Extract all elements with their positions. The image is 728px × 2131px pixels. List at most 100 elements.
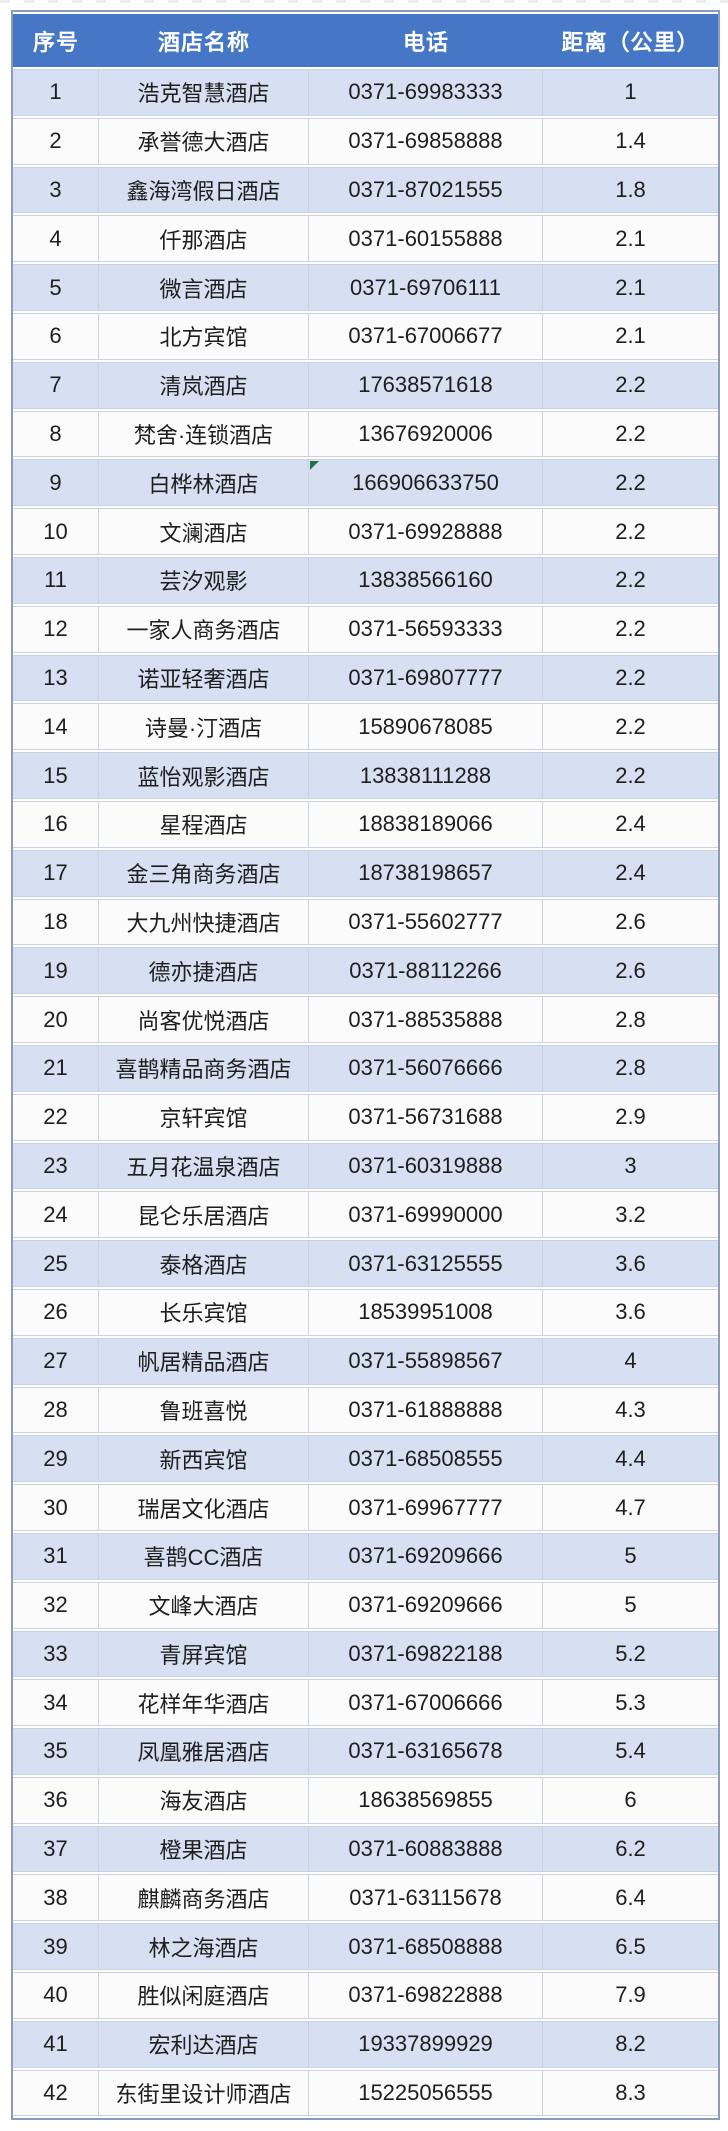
row-index-cell[interactable]: 25 [13,1240,99,1287]
hotel-name-cell[interactable]: 仟那酒店 [99,215,309,263]
distance-cell[interactable]: 6 [543,1776,718,1824]
hotel-name-cell[interactable]: 麒麟商务酒店 [99,1874,309,1922]
phone-cell[interactable]: 0371-88112266 [309,947,543,995]
phone-cell[interactable]: 0371-56076666 [309,1044,543,1092]
phone-cell[interactable]: 0371-69209666 [309,1532,543,1580]
phone-cell[interactable]: 15890678085 [309,703,543,751]
phone-cell[interactable]: 0371-55898567 [309,1337,543,1385]
distance-cell[interactable]: 2.1 [543,312,718,360]
phone-cell[interactable]: 0371-68508555 [309,1435,543,1483]
distance-cell[interactable]: 5.4 [543,1728,718,1775]
distance-cell[interactable]: 3 [543,1142,718,1190]
hotel-name-cell[interactable]: 橙果酒店 [99,1825,309,1873]
phone-cell[interactable]: 0371-63125555 [309,1240,543,1287]
hotel-name-cell[interactable]: 东街里设计师酒店 [99,2069,309,2117]
hotel-name-cell[interactable]: 文峰大酒店 [99,1581,309,1629]
row-index-cell[interactable]: 14 [13,703,99,751]
distance-cell[interactable]: 2.2 [543,703,718,751]
phone-cell[interactable]: 18539951008 [309,1288,543,1336]
row-index-cell[interactable]: 42 [13,2069,99,2117]
distance-cell[interactable]: 2.2 [543,556,718,604]
hotel-name-cell[interactable]: 浩克智慧酒店 [99,69,309,116]
hotel-name-cell[interactable]: 泰格酒店 [99,1240,309,1287]
distance-cell[interactable]: 6.5 [543,1923,718,1971]
phone-cell[interactable]: 0371-63165678 [309,1728,543,1775]
distance-cell[interactable]: 2.2 [543,605,718,653]
hotel-name-cell[interactable]: 金三角商务酒店 [99,849,309,897]
hotel-name-cell[interactable]: 帆居精品酒店 [99,1337,309,1385]
phone-cell[interactable]: 0371-61888888 [309,1386,543,1434]
phone-cell[interactable]: 13838111288 [309,752,543,799]
hotel-name-cell[interactable]: 花样年华酒店 [99,1679,309,1727]
phone-cell[interactable]: 0371-63115678 [309,1874,543,1922]
row-index-cell[interactable]: 16 [13,800,99,848]
distance-cell[interactable]: 2.6 [543,947,718,995]
hotel-name-cell[interactable]: 尚客优悦酒店 [99,996,309,1043]
row-index-cell[interactable]: 24 [13,1191,99,1239]
hotel-name-cell[interactable]: 瑞居文化酒店 [99,1484,309,1531]
phone-cell[interactable]: 0371-68508888 [309,1923,543,1971]
hotel-name-cell[interactable]: 喜鹊精品商务酒店 [99,1044,309,1092]
row-index-cell[interactable]: 32 [13,1581,99,1629]
row-index-cell[interactable]: 10 [13,508,99,555]
hotel-name-cell[interactable]: 林之海酒店 [99,1923,309,1971]
row-index-cell[interactable]: 9 [13,459,99,507]
phone-cell[interactable]: 0371-56593333 [309,605,543,653]
distance-cell[interactable]: 3.6 [543,1240,718,1287]
distance-cell[interactable]: 2.8 [543,996,718,1043]
distance-cell[interactable]: 2.2 [543,459,718,507]
phone-cell[interactable]: 15225056555 [309,2069,543,2117]
row-index-cell[interactable]: 28 [13,1386,99,1434]
row-index-cell[interactable]: 26 [13,1288,99,1336]
hotel-name-cell[interactable]: 一家人商务酒店 [99,605,309,653]
col-header-index[interactable]: 序号 [13,14,99,67]
row-index-cell[interactable]: 34 [13,1679,99,1727]
phone-cell[interactable]: 18738198657 [309,849,543,897]
hotel-name-cell[interactable]: 喜鹊CC酒店 [99,1532,309,1580]
distance-cell[interactable]: 3.2 [543,1191,718,1239]
hotel-name-cell[interactable]: 新西宾馆 [99,1435,309,1483]
row-index-cell[interactable]: 27 [13,1337,99,1385]
hotel-name-cell[interactable]: 鑫海湾假日酒店 [99,166,309,214]
phone-cell[interactable]: 18838189066 [309,800,543,848]
hotel-name-cell[interactable]: 梵舍·连锁酒店 [99,410,309,458]
phone-cell[interactable]: 0371-69928888 [309,508,543,555]
col-header-distance[interactable]: 距离（公里） [543,14,718,67]
distance-cell[interactable]: 2.2 [543,508,718,555]
distance-cell[interactable]: 6.4 [543,1874,718,1922]
phone-cell[interactable]: 19337899929 [309,2020,543,2068]
row-index-cell[interactable]: 15 [13,752,99,799]
hotel-name-cell[interactable]: 青屏宾馆 [99,1630,309,1678]
hotel-name-cell[interactable]: 海友酒店 [99,1776,309,1824]
phone-cell[interactable]: 13676920006 [309,410,543,458]
hotel-name-cell[interactable]: 文澜酒店 [99,508,309,555]
row-index-cell[interactable]: 1 [13,69,99,116]
phone-cell[interactable]: 0371-69822188 [309,1630,543,1678]
distance-cell[interactable]: 5.2 [543,1630,718,1678]
distance-cell[interactable]: 2.4 [543,800,718,848]
distance-cell[interactable]: 5 [543,1532,718,1580]
row-index-cell[interactable]: 39 [13,1923,99,1971]
distance-cell[interactable]: 1.8 [543,166,718,214]
row-index-cell[interactable]: 23 [13,1142,99,1190]
row-index-cell[interactable]: 37 [13,1825,99,1873]
phone-cell[interactable]: 0371-69209666 [309,1581,543,1629]
distance-cell[interactable]: 5 [543,1581,718,1629]
distance-cell[interactable]: 2.9 [543,1093,718,1141]
hotel-name-cell[interactable]: 凤凰雅居酒店 [99,1728,309,1775]
phone-cell[interactable]: 0371-60319888 [309,1142,543,1190]
distance-cell[interactable]: 4.4 [543,1435,718,1483]
row-index-cell[interactable]: 18 [13,898,99,946]
phone-cell[interactable]: 0371-55602777 [309,898,543,946]
distance-cell[interactable]: 2.6 [543,898,718,946]
row-index-cell[interactable]: 31 [13,1532,99,1580]
distance-cell[interactable]: 2.4 [543,849,718,897]
hotel-name-cell[interactable]: 北方宾馆 [99,312,309,360]
hotel-name-cell[interactable]: 德亦捷酒店 [99,947,309,995]
hotel-name-cell[interactable]: 五月花温泉酒店 [99,1142,309,1190]
row-index-cell[interactable]: 20 [13,996,99,1043]
distance-cell[interactable]: 3.6 [543,1288,718,1336]
phone-cell[interactable]: 13838566160 [309,556,543,604]
hotel-name-cell[interactable]: 胜似闲庭酒店 [99,1972,309,2019]
row-index-cell[interactable]: 21 [13,1044,99,1092]
